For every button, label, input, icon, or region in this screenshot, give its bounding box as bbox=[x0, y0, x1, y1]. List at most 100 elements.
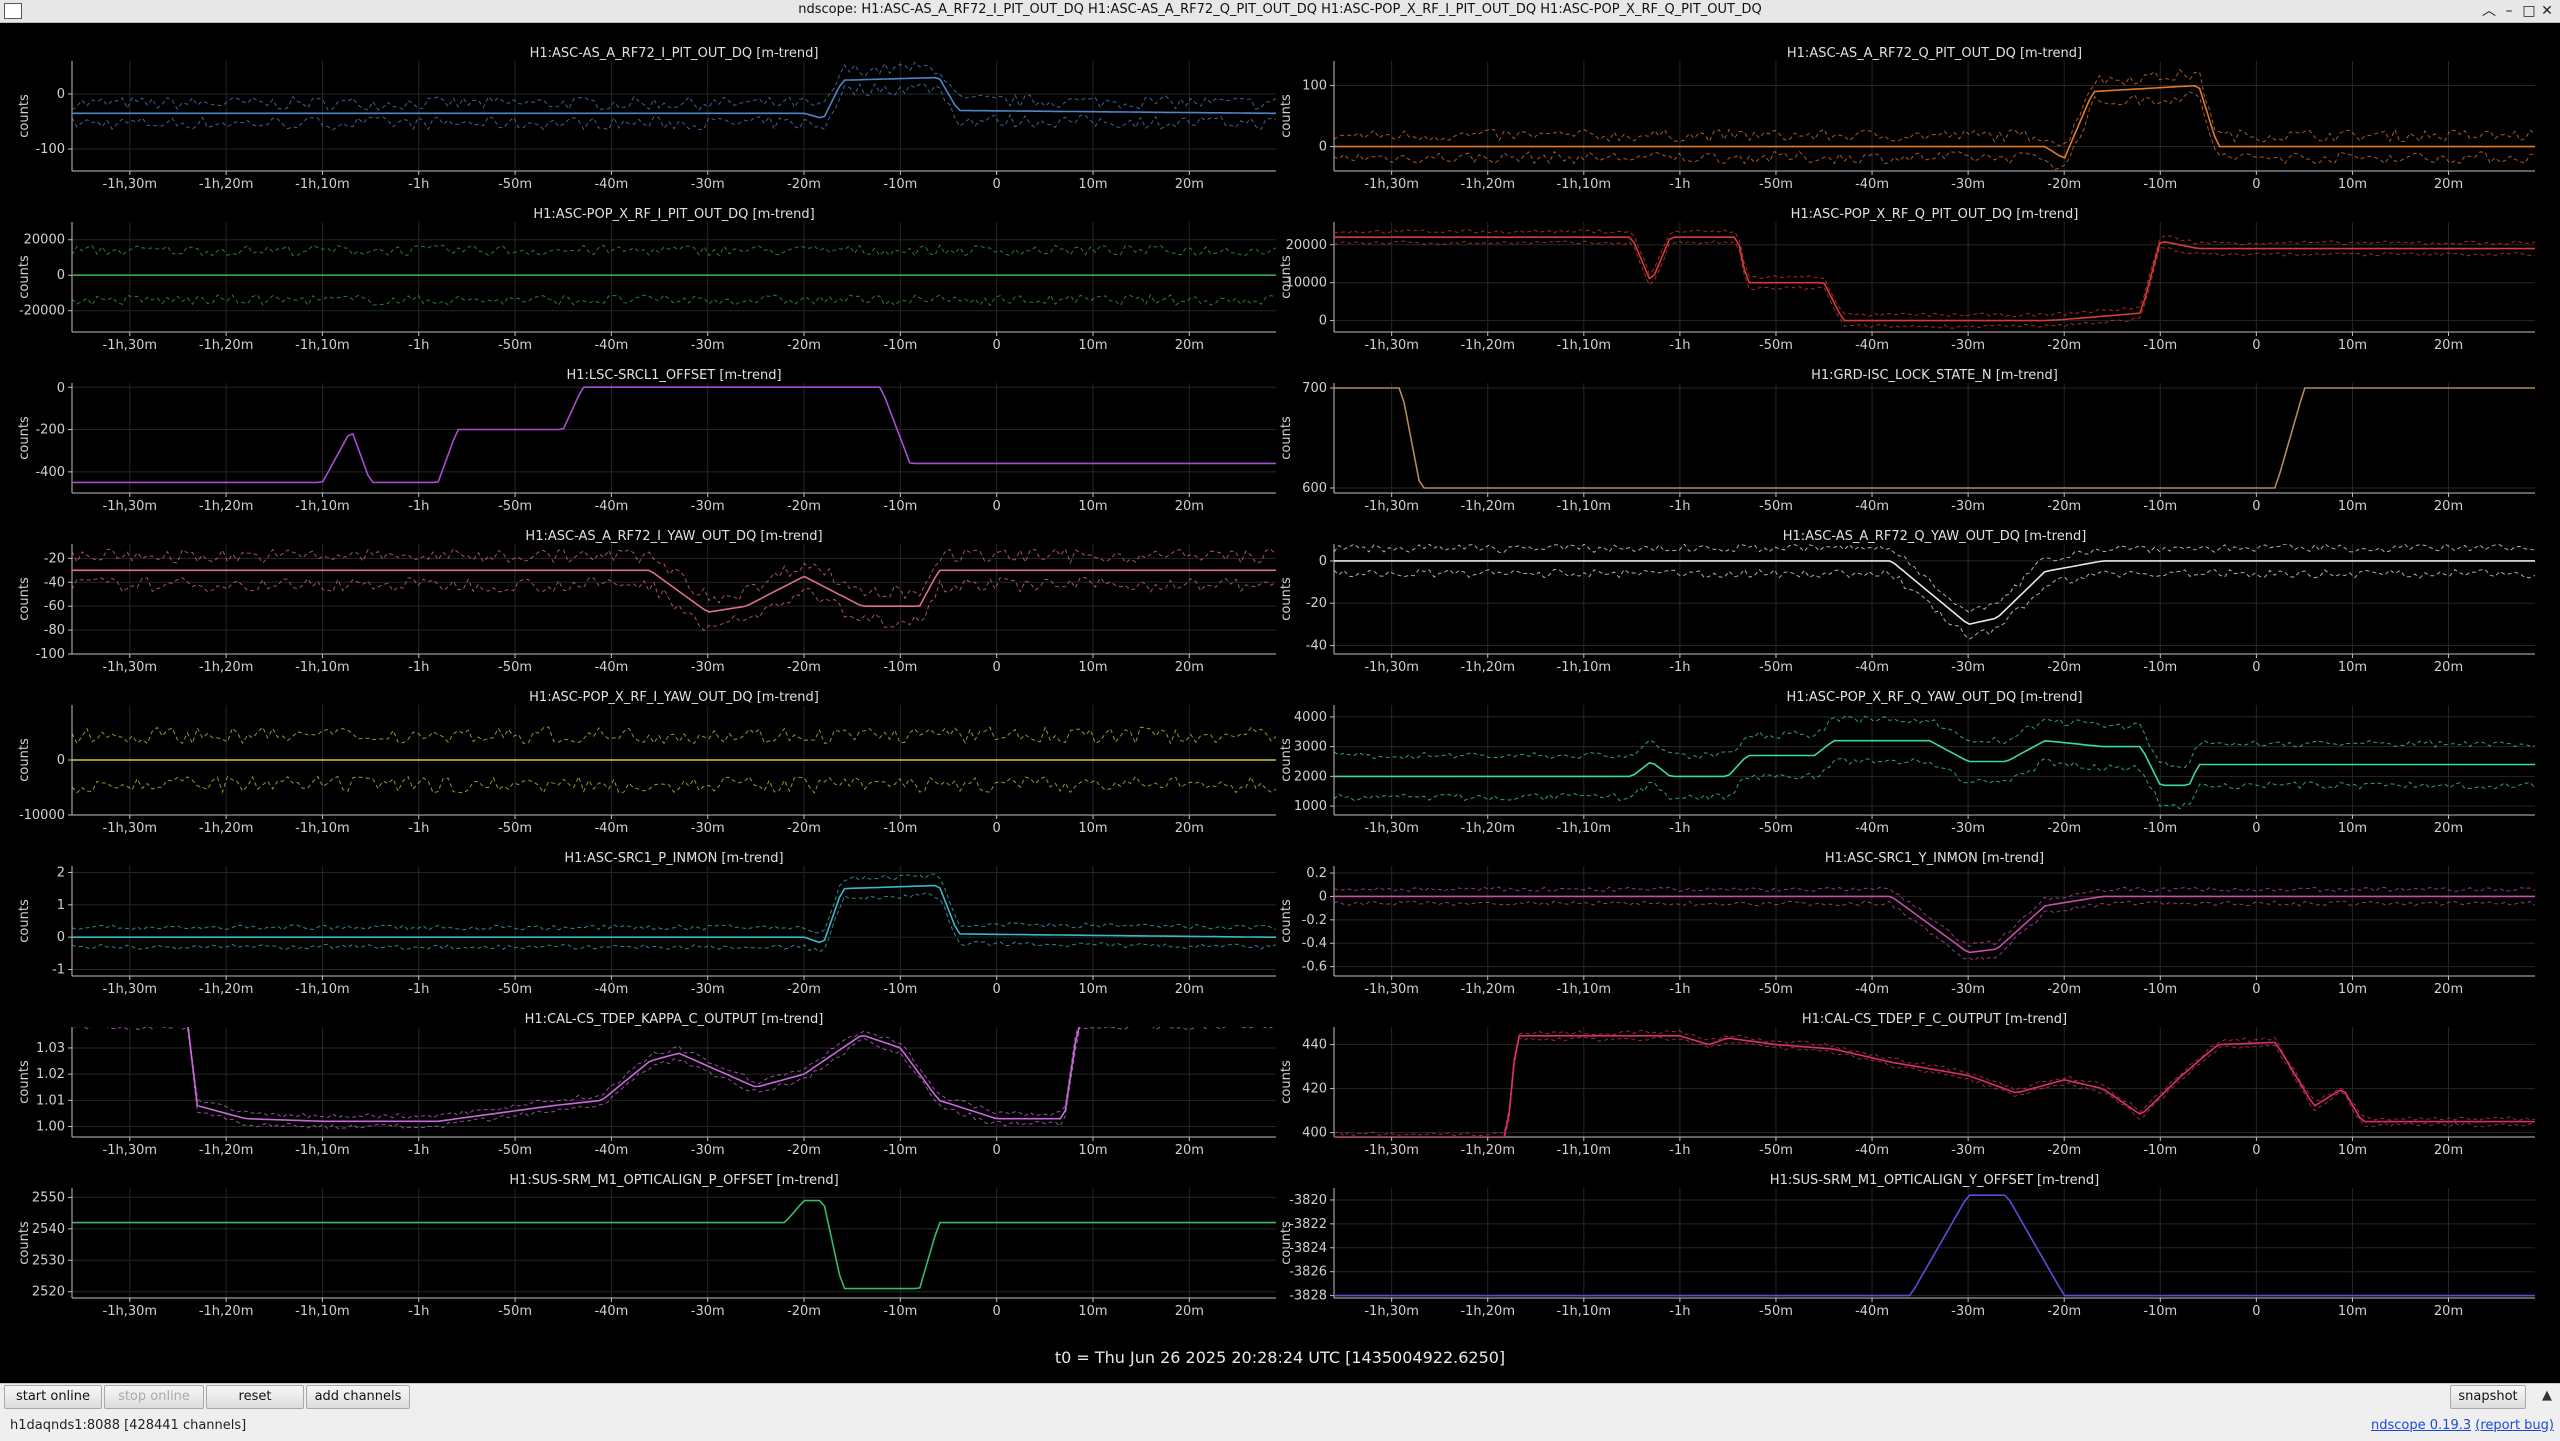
x-tick-label: -1h bbox=[1669, 1304, 1690, 1319]
x-tick-label: 20m bbox=[1175, 1304, 1204, 1319]
trace-min bbox=[72, 82, 1276, 131]
y-axis-label: counts bbox=[1279, 255, 1294, 299]
trace-mean bbox=[72, 76, 1276, 119]
x-tick-label: -50m bbox=[1759, 982, 1793, 997]
x-tick-label: -30m bbox=[691, 821, 725, 836]
x-tick-label: 10m bbox=[1078, 660, 1107, 675]
x-tick-label: -40m bbox=[1855, 499, 1889, 514]
expand-icon[interactable]: ▲ bbox=[2542, 1388, 2552, 1403]
trace-max bbox=[1334, 886, 2535, 948]
trace-group bbox=[72, 386, 1276, 484]
add-channels-button[interactable]: add channels bbox=[306, 1385, 410, 1409]
x-tick-label: -1h,20m bbox=[1460, 1304, 1515, 1319]
x-tick-label: -1h,30m bbox=[103, 1143, 158, 1158]
x-tick-label: -10m bbox=[2143, 982, 2177, 997]
x-tick-label: 20m bbox=[1175, 1143, 1204, 1158]
y-tick-label: -80 bbox=[44, 623, 65, 638]
y-axis-label: counts bbox=[1279, 577, 1294, 621]
trace-max bbox=[72, 547, 1276, 604]
y-axis-label: counts bbox=[17, 255, 32, 299]
x-tick-label: 10m bbox=[2338, 499, 2367, 514]
x-tick-label: -40m bbox=[594, 982, 628, 997]
x-tick-label: -40m bbox=[1855, 660, 1889, 675]
trace-max bbox=[1334, 715, 2535, 769]
close-button[interactable]: ✕ bbox=[2541, 3, 2553, 19]
x-tick-label: -1h,20m bbox=[1460, 982, 1515, 997]
x-tick-label: 20m bbox=[1175, 821, 1204, 836]
x-tick-label: -10m bbox=[883, 338, 917, 353]
x-tick-label: -1h bbox=[1669, 660, 1690, 675]
x-tick-label: -1h,30m bbox=[1364, 660, 1419, 675]
x-tick-label: 20m bbox=[2434, 821, 2463, 836]
y-tick-label: 1.03 bbox=[36, 1041, 65, 1056]
trace-max bbox=[1334, 229, 2535, 318]
minimize-button[interactable]: – bbox=[2505, 3, 2513, 19]
y-tick-label: 0 bbox=[57, 753, 65, 768]
x-tick-label: -1h bbox=[408, 499, 429, 514]
x-tick-label: -1h,20m bbox=[1460, 1143, 1515, 1158]
window-titlebar: ndscope: H1:ASC-AS_A_RF72_I_PIT_OUT_DQ H… bbox=[0, 0, 2560, 23]
x-tick-label: -20m bbox=[2047, 821, 2081, 836]
x-tick-label: -1h,10m bbox=[1557, 1304, 1612, 1319]
trace-group bbox=[72, 61, 1276, 131]
x-tick-label: 20m bbox=[1175, 177, 1204, 192]
x-tick-label: -30m bbox=[691, 1304, 725, 1319]
x-tick-label: -10m bbox=[2143, 177, 2177, 192]
x-tick-label: -30m bbox=[691, 660, 725, 675]
y-axis-label: counts bbox=[1279, 1221, 1294, 1265]
x-tick-label: 0 bbox=[993, 982, 1001, 997]
app-version-link[interactable]: ndscope 0.19.3 bbox=[2371, 1418, 2472, 1433]
x-tick-label: 0 bbox=[2252, 338, 2260, 353]
plot-title: H1:LSC-SRCL1_OFFSET [m-trend] bbox=[566, 368, 781, 383]
x-tick-label: -1h bbox=[1669, 499, 1690, 514]
x-tick-label: 10m bbox=[1078, 338, 1107, 353]
snapshot-button[interactable]: snapshot bbox=[2450, 1385, 2526, 1409]
trace-group bbox=[1334, 544, 2535, 640]
x-tick-label: -1h,20m bbox=[1460, 821, 1515, 836]
plot-title: H1:SUS-SRM_M1_OPTICALIGN_P_OFFSET [m-tre… bbox=[509, 1173, 838, 1188]
x-tick-label: -20m bbox=[787, 177, 821, 192]
x-tick-label: -1h,10m bbox=[295, 982, 350, 997]
x-tick-label: -50m bbox=[498, 1143, 532, 1158]
plot-grid[interactable]: H1:ASC-AS_A_RF72_I_PIT_OUT_DQ [m-trend] 0… bbox=[0, 23, 2560, 1343]
stop-online-button[interactable]: stop online bbox=[104, 1385, 204, 1409]
server-status: h1daqnds1:8088 [428441 channels] bbox=[10, 1418, 247, 1433]
trace-group bbox=[72, 873, 1276, 953]
x-tick-label: -1h,10m bbox=[295, 338, 350, 353]
x-tick-label: 0 bbox=[993, 821, 1001, 836]
x-tick-label: -1h,10m bbox=[1557, 338, 1612, 353]
trace-group bbox=[1334, 1194, 2535, 1297]
x-tick-label: -10m bbox=[2143, 660, 2177, 675]
x-tick-label: -30m bbox=[1951, 982, 1985, 997]
plot-title: H1:ASC-AS_A_RF72_I_YAW_OUT_DQ [m-trend] bbox=[525, 529, 822, 544]
x-tick-label: -1h,10m bbox=[295, 660, 350, 675]
x-tick-label: -1h,30m bbox=[103, 982, 158, 997]
plot-area[interactable]: H1:ASC-AS_A_RF72_I_PIT_OUT_DQ [m-trend] 0… bbox=[0, 23, 2560, 1383]
y-tick-label: 400 bbox=[1302, 1126, 1327, 1141]
x-tick-label: -1h,10m bbox=[295, 499, 350, 514]
trace-max bbox=[72, 244, 1276, 257]
reset-button[interactable]: reset bbox=[206, 1385, 304, 1409]
x-tick-label: -1h,30m bbox=[1364, 821, 1419, 836]
x-tick-label: -20m bbox=[787, 660, 821, 675]
plot-title: H1:ASC-AS_A_RF72_Q_YAW_OUT_DQ [m-trend] bbox=[1783, 529, 2087, 544]
x-tick-label: 20m bbox=[2434, 499, 2463, 514]
x-tick-label: -1h,30m bbox=[103, 1304, 158, 1319]
report-bug-link[interactable]: (report bug) bbox=[2475, 1418, 2554, 1433]
maximize-button[interactable]: □ bbox=[2522, 3, 2536, 19]
shade-window-button[interactable]: ︿ bbox=[2482, 3, 2496, 19]
trace-mean bbox=[1334, 387, 2535, 489]
x-tick-label: 10m bbox=[2338, 821, 2367, 836]
x-tick-label: -1h,10m bbox=[295, 177, 350, 192]
x-tick-label: -1h,20m bbox=[1460, 660, 1515, 675]
y-tick-label: -3826 bbox=[1289, 1265, 1327, 1280]
x-tick-label: -20m bbox=[2047, 1143, 2081, 1158]
x-tick-label: -1h bbox=[408, 982, 429, 997]
trace-mean bbox=[1334, 895, 2535, 954]
x-tick-label: -1h,20m bbox=[199, 821, 254, 836]
start-online-button[interactable]: start online bbox=[4, 1385, 102, 1409]
x-tick-label: -1h,30m bbox=[1364, 982, 1419, 997]
x-tick-label: -1h,10m bbox=[1557, 660, 1612, 675]
plot-title: H1:ASC-POP_X_RF_Q_YAW_OUT_DQ [m-trend] bbox=[1786, 690, 2082, 705]
x-tick-label: -1h bbox=[408, 821, 429, 836]
